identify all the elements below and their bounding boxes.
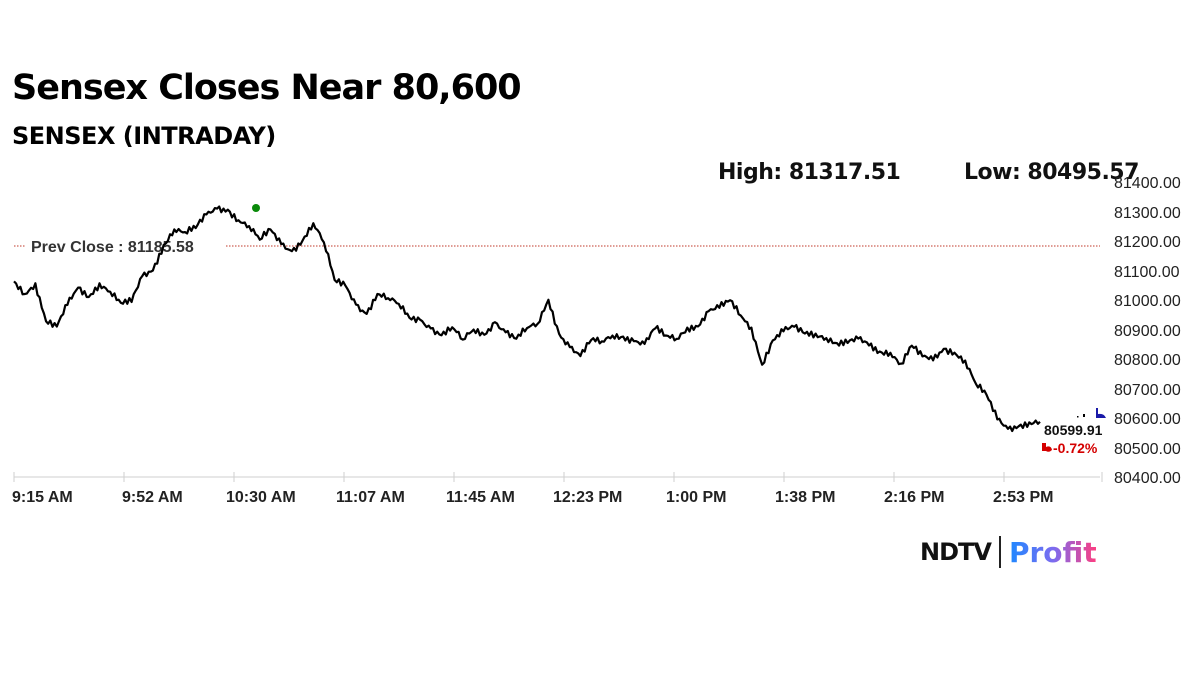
svg-text:80600.00: 80600.00 — [1114, 411, 1181, 428]
price-line — [13, 205, 1041, 433]
svg-text:2:53 PM: 2:53 PM — [993, 489, 1053, 506]
svg-text:80800.00: 80800.00 — [1114, 352, 1181, 369]
ndtv-profit-logo: NDTV Profit — [920, 534, 1097, 570]
svg-text:81000.00: 81000.00 — [1114, 293, 1181, 310]
high-marker — [252, 204, 260, 212]
svg-text:81300.00: 81300.00 — [1114, 205, 1181, 222]
svg-text:81400.00: 81400.00 — [1114, 175, 1181, 192]
chart-subtitle: SENSEX (INTRADAY) — [12, 122, 276, 150]
svg-text:81200.00: 81200.00 — [1114, 234, 1181, 251]
svg-text:9:52 AM: 9:52 AM — [122, 489, 183, 506]
change-percent-label: -0.72% — [1053, 440, 1098, 456]
down-arrow-icon — [1042, 443, 1052, 452]
high-value-label: High: 81317.51 — [718, 160, 901, 185]
svg-text:9:15 AM: 9:15 AM — [12, 489, 73, 506]
last-value-label: 80599.91 — [1044, 422, 1103, 438]
tick-dot — [1077, 416, 1079, 418]
y-axis: 81400.00 81300.00 81200.00 81100.00 8100… — [1114, 175, 1181, 487]
svg-text:11:07 AM: 11:07 AM — [336, 489, 405, 506]
prev-close-label: Prev Close : 81185.58 — [31, 239, 194, 256]
svg-text:80900.00: 80900.00 — [1114, 323, 1181, 340]
svg-text:1:00 PM: 1:00 PM — [666, 489, 726, 506]
svg-text:12:23 PM: 12:23 PM — [553, 489, 622, 506]
svg-text:80500.00: 80500.00 — [1114, 441, 1181, 458]
svg-text:11:45 AM: 11:45 AM — [446, 489, 515, 506]
x-axis-ticks — [13, 472, 1103, 482]
svg-text:10:30 AM: 10:30 AM — [226, 489, 296, 506]
logo-separator — [998, 536, 1001, 568]
svg-text:2:16 PM: 2:16 PM — [884, 489, 944, 506]
svg-text:80700.00: 80700.00 — [1114, 382, 1181, 399]
profit-wordmark: Profit — [1008, 535, 1097, 569]
tick-dot — [1083, 414, 1085, 417]
page-title: Sensex Closes Near 80,600 — [12, 68, 522, 108]
x-axis-labels: 9:15 AM 9:52 AM 10:30 AM 11:07 AM 11:45 … — [12, 489, 1053, 506]
low-value-label: Low: 80495.57 — [964, 160, 1139, 185]
ndtv-wordmark: NDTV — [920, 538, 992, 566]
last-price-marker — [1096, 408, 1106, 418]
svg-text:81100.00: 81100.00 — [1114, 264, 1180, 281]
svg-text:80400.00: 80400.00 — [1114, 470, 1181, 487]
svg-text:1:38 PM: 1:38 PM — [775, 489, 835, 506]
